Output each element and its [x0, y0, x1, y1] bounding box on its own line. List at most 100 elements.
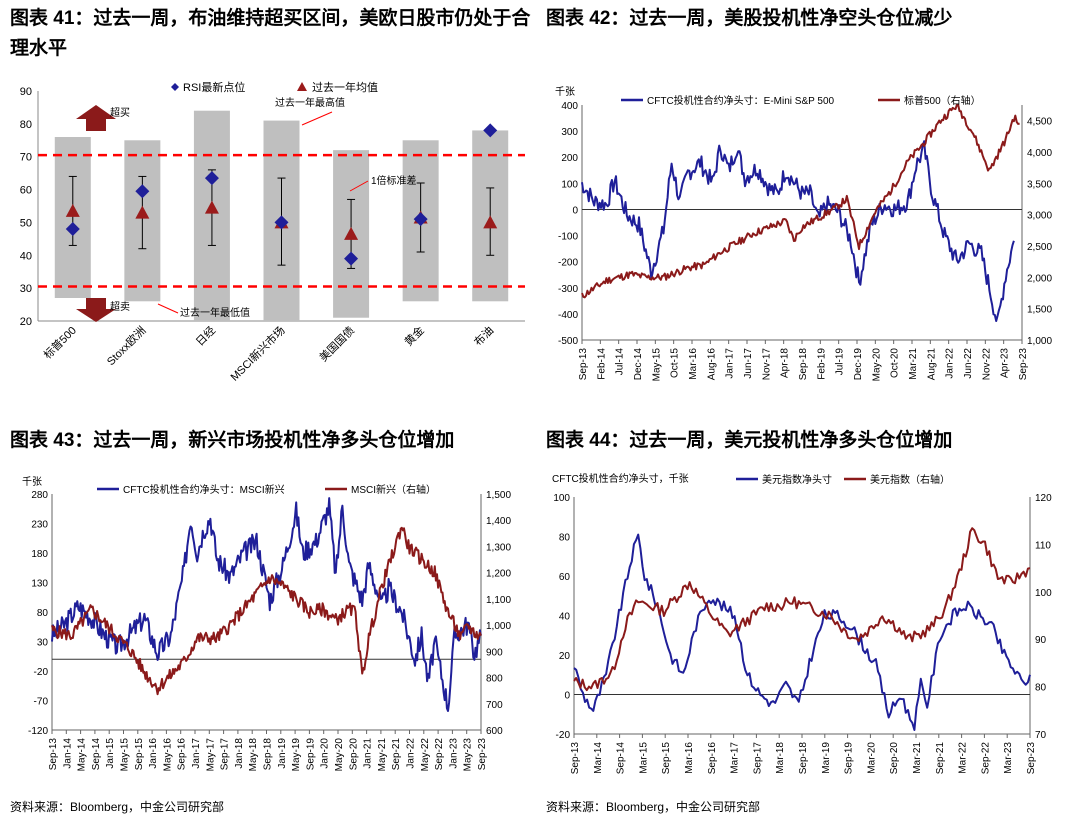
y-tick-label: 90: [20, 86, 32, 98]
x-tick-label: Jan-22: [406, 738, 417, 769]
mean-triangle-marker: [344, 226, 359, 240]
x-tick-label: May-15: [651, 348, 662, 382]
left-y-tick-label: 100: [553, 493, 570, 504]
right-y-tick-label: 1,100: [486, 595, 511, 606]
x-tick-label: Mar-21: [908, 348, 919, 380]
mean-triangle-marker: [65, 203, 80, 217]
left-y-tick-label: 130: [31, 579, 48, 590]
right-y-tick-label: 3,000: [1027, 211, 1052, 222]
left-y-tick-label: -300: [558, 284, 578, 295]
rsi-diamond-marker: [483, 123, 498, 138]
right-y-tick-label: 4,000: [1027, 148, 1052, 159]
left-y-tick-label: 200: [561, 153, 578, 164]
x-tick-label: Sep-23: [477, 738, 488, 771]
rsi-diamond-marker: [65, 222, 80, 236]
right-y-tick-label: 1,000: [486, 621, 511, 632]
figure-41-title: 图表 41：过去一周，布油维持超买区间，美欧日股市仍处于合理水平: [10, 8, 531, 59]
right-y-tick-label: 110: [1035, 540, 1051, 551]
figure-42-title: 图表 42：过去一周，美股投机性净空头仓位减少: [546, 8, 953, 29]
mean-triangle-marker: [204, 200, 219, 214]
x-tick-label: Jan-14: [62, 738, 73, 769]
x-tick-label: Oct-20: [890, 348, 901, 378]
left-y-tick-label: -20: [556, 730, 571, 741]
x-tick-label: Sep-18: [798, 348, 809, 381]
y-tick-label: 70: [20, 152, 32, 164]
left-y-unit-label: CFTC投机性合约净头寸，千张: [552, 472, 689, 485]
series-line-index: [573, 527, 1031, 692]
x-tick-label: Sep-23: [1018, 348, 1029, 381]
right-y-tick-label: 2,000: [1027, 273, 1052, 284]
x-tick-label: Mar-16: [688, 348, 699, 380]
x-tick-label: Sep-21: [391, 738, 402, 771]
x-tick-label: Sep-22: [980, 742, 991, 775]
x-tick-label: May-23: [463, 738, 474, 772]
x-tick-label: Apr-23: [1000, 348, 1011, 378]
x-tick-label: Mar-14: [593, 742, 604, 774]
x-category-label: 日经: [193, 324, 218, 349]
legend-label: CFTC投机性合约净头寸：E-Mini S&P 500: [647, 94, 835, 107]
x-tick-label: Jan-23: [448, 738, 459, 769]
x-tick-label: Jan-22: [945, 348, 956, 379]
x-tick-label: Mar-15: [638, 742, 649, 774]
y-tick-label: 50: [20, 217, 32, 229]
legend-label: 美元指数净头寸: [762, 473, 832, 486]
x-tick-label: Sep-14: [91, 738, 102, 771]
oversold-arrow-icon: [76, 298, 116, 322]
x-tick-label: Jan-19: [277, 738, 288, 769]
x-tick-label: Mar-17: [730, 742, 741, 774]
left-y-tick-label: 0: [572, 205, 578, 216]
x-tick-label: Jul-14: [615, 348, 626, 376]
x-tick-label: Sep-20: [348, 738, 359, 771]
source-note-right: 资料来源：Bloomberg，中金公司研究部: [546, 800, 761, 814]
x-tick-label: Sep-21: [935, 742, 946, 775]
series-line-position: [573, 533, 1031, 731]
x-tick-label: Sep-19: [305, 738, 316, 771]
x-tick-label: Aug-16: [706, 348, 717, 381]
left-y-tick-label: 230: [31, 520, 48, 531]
x-tick-label: Mar-18: [775, 742, 786, 774]
legend-label: 美元指数（右轴）: [870, 473, 950, 486]
legend-mean-label: 过去一年均值: [312, 80, 378, 94]
left-y-tick-label: -100: [558, 232, 578, 243]
x-tick-label: May-20: [871, 348, 882, 382]
x-tick-label: Jan-15: [105, 738, 116, 769]
right-y-tick-label: 100: [1035, 588, 1052, 599]
legend-diamond-icon: [171, 83, 179, 91]
x-tick-label: May-15: [120, 738, 131, 772]
x-category-label: Stoxx欧洲: [104, 324, 148, 368]
right-y-tick-label: 4,500: [1027, 117, 1052, 128]
x-tick-label: Sep-15: [134, 738, 145, 771]
left-y-tick-label: -20: [34, 667, 49, 678]
x-tick-label: Sep-19: [844, 742, 855, 775]
x-tick-label: Mar-16: [684, 742, 695, 774]
x-category-label: 黄金: [401, 323, 426, 348]
y-tick-label: 20: [20, 316, 32, 328]
legend-label: 标普500（右轴）: [904, 94, 981, 107]
year-high-pointer: [301, 111, 333, 126]
x-tick-label: Sep-16: [707, 742, 718, 775]
source-note-left: 资料来源：Bloomberg，中金公司研究部: [10, 800, 225, 814]
x-tick-label: Jan-16: [148, 738, 159, 769]
left-y-tick-label: 20: [559, 651, 571, 662]
left-y-tick-label: 180: [31, 549, 48, 560]
left-y-tick-label: 80: [37, 608, 49, 619]
y-tick-label: 30: [20, 283, 32, 295]
left-y-tick-label: 400: [561, 101, 578, 112]
right-y-tick-label: 1,200: [486, 569, 511, 580]
series-line-index: [51, 526, 482, 696]
rsi-diamond-marker: [274, 215, 289, 230]
left-y-tick-label: 60: [559, 572, 571, 583]
overbought-label: 超买: [110, 106, 130, 119]
right-y-tick-label: 600: [486, 726, 503, 737]
x-tick-label: Sep-14: [616, 742, 627, 775]
x-tick-label: Jan-18: [234, 738, 245, 769]
legend-triangle-icon: [297, 82, 307, 91]
right-y-tick-label: 700: [486, 700, 503, 711]
x-tick-label: May-20: [334, 738, 345, 772]
rsi-diamond-marker: [413, 212, 428, 227]
x-category-label: 美国国债: [316, 323, 357, 364]
x-tick-label: Sep-17: [752, 742, 763, 775]
oversold-label: 超卖: [110, 300, 130, 313]
x-tick-label: Feb-19: [816, 348, 827, 380]
